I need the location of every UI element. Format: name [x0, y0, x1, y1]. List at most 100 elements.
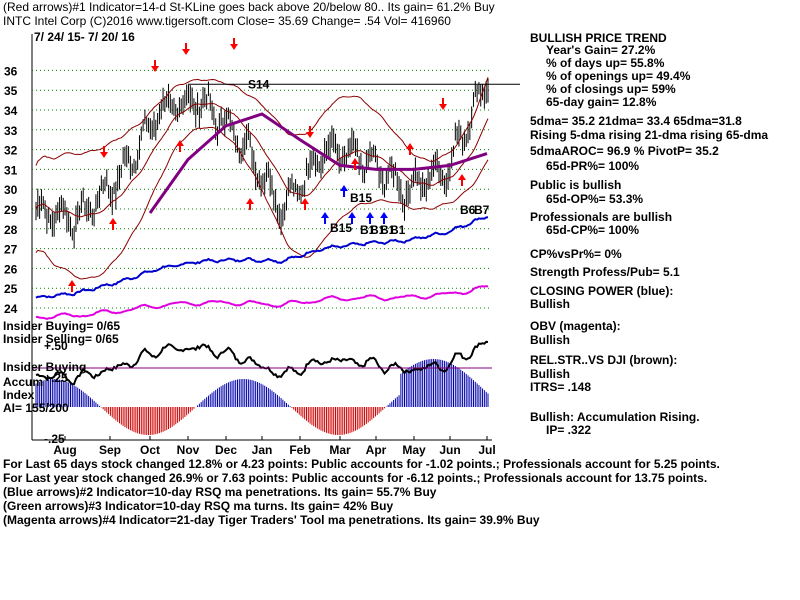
x-tick-label: Oct: [140, 443, 160, 457]
header-line-2: INTC Intel Corp (C)2016 www.tigersoft.co…: [3, 14, 451, 28]
blue-up-arrow: [321, 212, 329, 224]
y-tick-label: 29: [4, 203, 18, 217]
y-tick-label: 32: [4, 144, 18, 158]
y-tick-label: 33: [4, 124, 18, 138]
signal-label: B1: [380, 223, 396, 237]
openings-up: % of openings up= 49.4%: [546, 69, 691, 83]
signal-label: B1: [370, 223, 386, 237]
aroc-pivot: 5dmaAROC= 96.9 % PivotP= 35.2: [530, 144, 719, 158]
itrs-value: ITRS= .148: [530, 380, 592, 394]
red-up-arrow: [176, 140, 184, 152]
ip-value: IP= .322: [546, 423, 592, 437]
pros-status: Professionals are bullish: [530, 210, 673, 224]
ai-label: AI= 155/200: [3, 401, 69, 415]
obv-title: OBV (magenta):: [530, 319, 621, 333]
y-tick-label: 36: [4, 64, 18, 78]
dma-values: 5dma= 35.2 21dma= 33.4 65dma=31.8: [530, 114, 742, 128]
y-tick-label: 30: [4, 183, 18, 197]
closing-power-title: CLOSING POWER (blue):: [530, 284, 674, 298]
accum-scale-label: -.25: [44, 432, 65, 446]
closing-power-status: Bullish: [530, 297, 571, 311]
closing-power-line: [35, 216, 489, 299]
upper-band-line: [35, 77, 489, 166]
cp-vs-pr: CP%vsPr%= 0%: [530, 247, 622, 261]
day65-gain: 65-day gain= 12.8%: [546, 95, 657, 109]
y-axis-labels: 24 25 26 27 28 29 30 31 32 33 34 35 36: [4, 64, 18, 316]
x-tick-label: Nov: [177, 443, 200, 457]
note-last-year: For Last year stock changed 26.9% or 7.6…: [3, 471, 708, 485]
red-up-arrow: [458, 174, 466, 186]
relstr-title: REL.STR..VS DJI (brown):: [530, 353, 678, 367]
red-up-arrow: [351, 158, 359, 170]
red-up-arrow: [301, 198, 309, 210]
x-tick-label: May: [402, 443, 426, 457]
date-range: 7/ 24/ 15- 7/ 20/ 16: [34, 30, 135, 44]
x-tick-label: Apr: [366, 443, 387, 457]
pr-percent: 65d-PR%= 100%: [546, 159, 640, 173]
ma65-line: [148, 112, 488, 214]
y-tick-label: 24: [4, 302, 18, 316]
x-tick-label: Jul: [478, 443, 495, 457]
blue-up-arrow: [366, 212, 374, 224]
signal-label: B15: [350, 191, 372, 205]
x-tick-label: Dec: [215, 443, 237, 457]
signal-label: B1: [390, 223, 406, 237]
y-tick-label: 25: [4, 282, 18, 296]
note-green-arrows: (Green arrows)#3 Indicator=10-day RSQ ma…: [3, 499, 394, 513]
blue-up-arrow: [340, 185, 348, 197]
price-bars: [35, 78, 489, 249]
insider-buying-count: Insider Buying= 0/65: [3, 319, 121, 333]
signal-label: B7: [474, 203, 490, 217]
rising-dmas: Rising 5-dma rising 21-dma rising 65-dma: [530, 128, 769, 142]
note-blue-arrows: (Blue arrows)#2 Indicator=10-day RSQ ma …: [3, 485, 437, 499]
strength-ratio: Strength Profess/Pub= 5.1: [530, 265, 680, 279]
note-magenta-arrows: (Magenta arrows)#4 Indicator=21-day Tige…: [3, 513, 540, 527]
accum-scale-label: +.25: [44, 371, 68, 385]
index-label: Index: [3, 388, 35, 402]
blue-up-arrow: [380, 212, 388, 224]
note-65-days: For Last 65 days stock changed 12.8% or …: [3, 457, 720, 471]
y-tick-label: 34: [4, 104, 18, 118]
y-tick-label: 26: [4, 262, 18, 276]
chart-series: [35, 77, 489, 435]
accum-label: Accum: [3, 375, 44, 389]
red-down-arrow: [439, 98, 447, 110]
closings-up: % of closings up= 59%: [546, 82, 676, 96]
x-tick-label: Aug: [53, 443, 76, 457]
signal-label: B15: [330, 221, 352, 235]
op-percent: 65d-OP%= 53.3%: [546, 192, 644, 206]
red-up-arrow: [109, 218, 117, 230]
public-status: Public is bullish: [530, 178, 622, 192]
obv-status: Bullish: [530, 333, 571, 347]
trend-title: BULLISH PRICE TREND: [530, 31, 667, 45]
red-down-arrow: [230, 38, 238, 50]
obv-line: [35, 285, 489, 320]
red-down-arrow: [306, 126, 314, 138]
cp-percent: 65d-CP%= 100%: [546, 223, 640, 237]
y-tick-label: 27: [4, 243, 18, 257]
y-tick-label: 31: [4, 163, 18, 177]
x-tick-label: Jan: [252, 443, 273, 457]
insider-buying-label: Insider Buying: [3, 360, 87, 374]
red-down-arrow: [182, 43, 190, 55]
signal-label: B6: [460, 203, 476, 217]
relstr-status: Bullish: [530, 367, 571, 381]
header-line-1: (Red arrows)#1 Indicator=14-d St-KLine g…: [3, 0, 495, 14]
x-axis-labels: Aug Sep Oct Nov Dec Jan Feb Mar Apr May Jun Jul: [53, 436, 496, 457]
ma21-line: [35, 102, 489, 218]
accum-status: Bullish: Accumulation Rising.: [530, 410, 700, 424]
accum-scale-label: +.50: [44, 339, 68, 353]
red-down-arrow: [100, 146, 108, 158]
days-up: % of days up= 55.8%: [546, 56, 665, 70]
years-gain: Year's Gain= 27.2%: [546, 43, 656, 57]
red-up-arrow: [246, 198, 254, 210]
insider-selling-count: Insider Selling= 0/65: [3, 332, 119, 346]
x-tick-label: Sep: [99, 443, 121, 457]
accum-bars: [35, 359, 489, 435]
resistance-label: S14: [248, 77, 270, 91]
x-tick-label: Feb: [289, 443, 310, 457]
signal-label: B1: [360, 223, 376, 237]
y-tick-label: 28: [4, 223, 18, 237]
